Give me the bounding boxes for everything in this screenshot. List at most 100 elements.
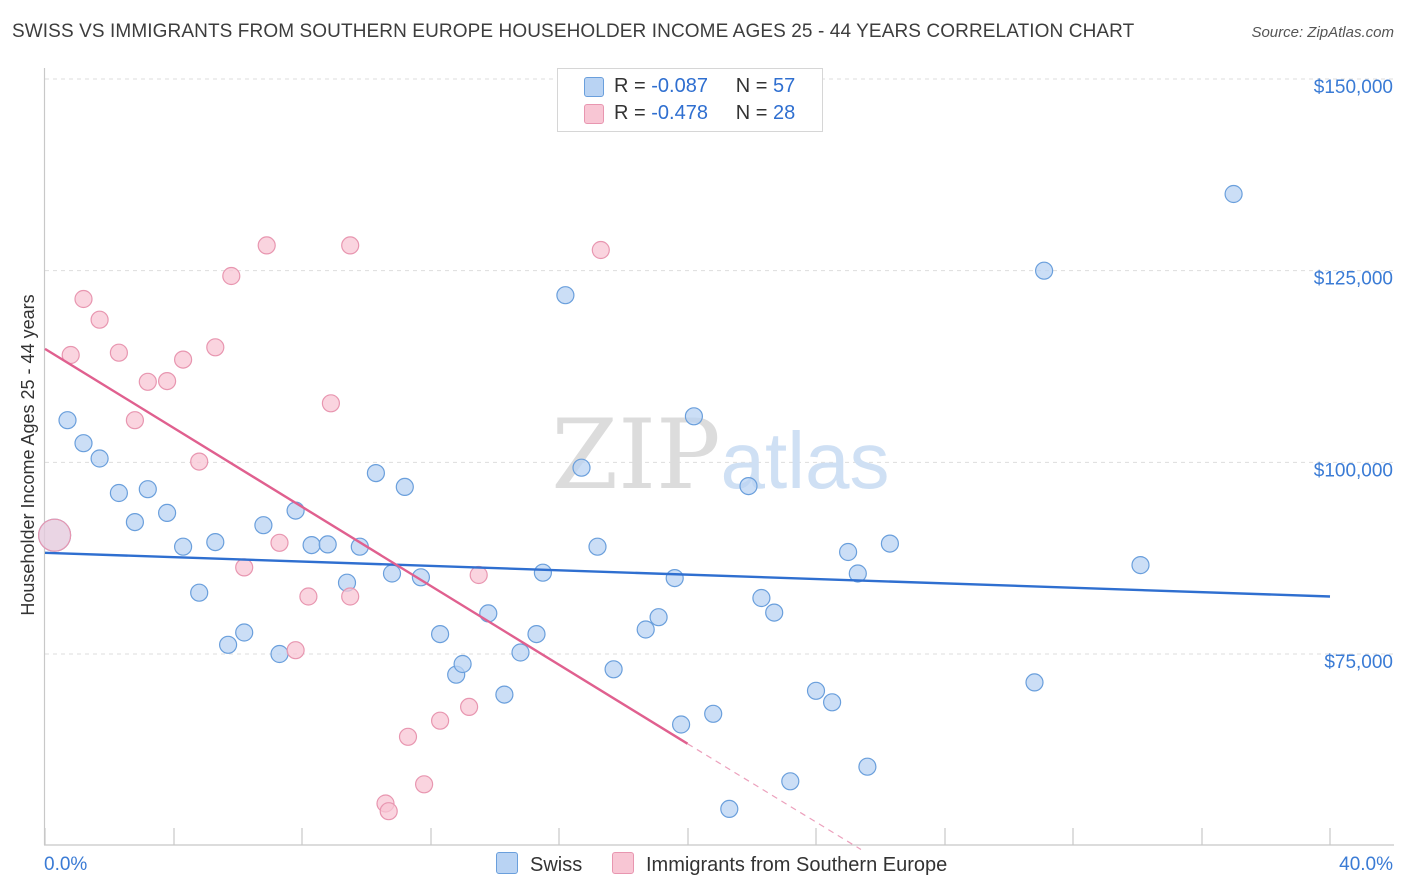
- immigrant-point: [341, 587, 360, 606]
- swiss-point: [765, 603, 784, 622]
- immigrant-point: [460, 697, 479, 717]
- immigrant-point: [591, 240, 610, 260]
- swiss-point: [382, 564, 402, 583]
- y-axis-label: Householder Income Ages 25 - 44 years: [18, 294, 38, 615]
- swiss-point: [720, 799, 739, 819]
- immigrant-point: [125, 411, 144, 430]
- swiss-point: [74, 434, 93, 453]
- swiss-point: [235, 623, 254, 642]
- chart-title: SWISS VS IMMIGRANTS FROM SOUTHERN EUROPE…: [12, 21, 1135, 42]
- swiss-point: [479, 604, 498, 623]
- immigrant-point: [109, 343, 129, 362]
- swiss-point: [270, 644, 289, 664]
- y-tick-labels: $75,000 $100,000 $125,000 $150,000: [1314, 77, 1393, 673]
- watermark: ZIP atlas: [551, 399, 889, 511]
- y-tick-label: $100,000: [1314, 460, 1393, 481]
- swiss-point: [527, 624, 546, 644]
- source-credit: Source: ZipAtlas.com: [1251, 24, 1394, 41]
- swiss-swatch: [584, 77, 604, 97]
- swiss-point: [572, 458, 591, 477]
- swiss-point: [453, 654, 472, 674]
- swiss-point: [671, 715, 691, 734]
- immigrant-point: [469, 565, 488, 585]
- swiss-point: [880, 534, 900, 553]
- swiss-point: [806, 681, 826, 700]
- legend-r-value: -0.478: [651, 102, 708, 124]
- immigrant-point: [37, 518, 72, 552]
- legend-r-value: -0.087: [651, 75, 708, 97]
- swiss-point: [781, 772, 800, 791]
- legend-item-swiss: Swiss: [496, 852, 582, 877]
- swiss-point: [752, 588, 771, 608]
- legend-n-value: 28: [773, 102, 796, 124]
- swiss-point: [395, 477, 414, 496]
- immigrant-point: [90, 310, 109, 329]
- swiss-point: [604, 660, 623, 679]
- immigrant-trend-line: [44, 347, 689, 745]
- immigrant-point: [286, 641, 305, 660]
- swiss-point: [125, 512, 144, 532]
- immigrant-point: [74, 289, 93, 309]
- swiss-point: [636, 620, 655, 639]
- immigrants-swatch: [584, 104, 604, 124]
- trend-lines: [44, 347, 1331, 851]
- y-tick-label: $150,000: [1314, 77, 1393, 98]
- immigrant-point: [206, 338, 225, 357]
- swiss-point: [318, 535, 337, 554]
- x-tick-label: 40.0%: [1339, 854, 1393, 875]
- immigrant-point: [174, 350, 193, 369]
- immigrant-point: [341, 236, 360, 255]
- swiss-point: [190, 583, 209, 602]
- swiss-point: [1131, 555, 1150, 575]
- legend-n-label: N =: [735, 75, 774, 97]
- swiss-point: [684, 407, 704, 426]
- swiss-swatch: [496, 852, 518, 874]
- axes: [43, 68, 1394, 846]
- immigrant-point: [299, 587, 318, 606]
- swiss-point: [665, 568, 684, 588]
- swiss-point: [158, 503, 177, 523]
- swiss-point: [286, 501, 305, 520]
- swiss-point: [206, 532, 225, 552]
- legend-n-value: 57: [773, 75, 796, 97]
- legend-n-label: N =: [735, 102, 774, 124]
- swiss-point: [495, 685, 514, 704]
- swiss-point: [174, 537, 193, 556]
- immigrant-point: [415, 775, 434, 794]
- swiss-point: [431, 624, 450, 644]
- swiss-point: [58, 411, 77, 430]
- immigrant-trend-extension: [687, 743, 862, 851]
- y-tick-label: $125,000: [1314, 269, 1393, 290]
- immigrant-point: [138, 372, 157, 391]
- legend-item-immigrants: Immigrants from Southern Europe: [612, 852, 947, 877]
- legend-r-label: R =: [614, 102, 652, 124]
- swiss-point: [822, 693, 842, 712]
- swiss-point: [90, 449, 109, 468]
- immigrant-point: [190, 452, 209, 471]
- swiss-point: [511, 643, 530, 662]
- immigrant-point: [270, 533, 289, 552]
- swiss-point: [1224, 184, 1243, 204]
- swiss-point: [556, 286, 575, 305]
- legend-label-swiss: Swiss: [530, 854, 583, 876]
- immigrant-point: [379, 802, 398, 821]
- swiss-trend-line: [44, 551, 1331, 598]
- swiss-point: [739, 477, 758, 496]
- swiss-point: [302, 535, 321, 555]
- swiss-point: [838, 542, 858, 562]
- immigrant-point: [431, 711, 450, 730]
- immigrant-point: [235, 558, 254, 577]
- swiss-point: [109, 483, 129, 503]
- immigrant-point: [158, 372, 177, 391]
- swiss-point: [704, 704, 723, 723]
- swiss-point: [366, 464, 385, 483]
- immigrants-swatch: [612, 852, 634, 874]
- legend-r-label: R =: [614, 75, 652, 97]
- immigrant-points: [37, 236, 610, 821]
- swiss-point: [588, 537, 607, 556]
- swiss-point: [219, 635, 238, 654]
- swiss-point: [649, 608, 668, 627]
- immigrant-point: [222, 266, 241, 286]
- swiss-point: [848, 564, 867, 583]
